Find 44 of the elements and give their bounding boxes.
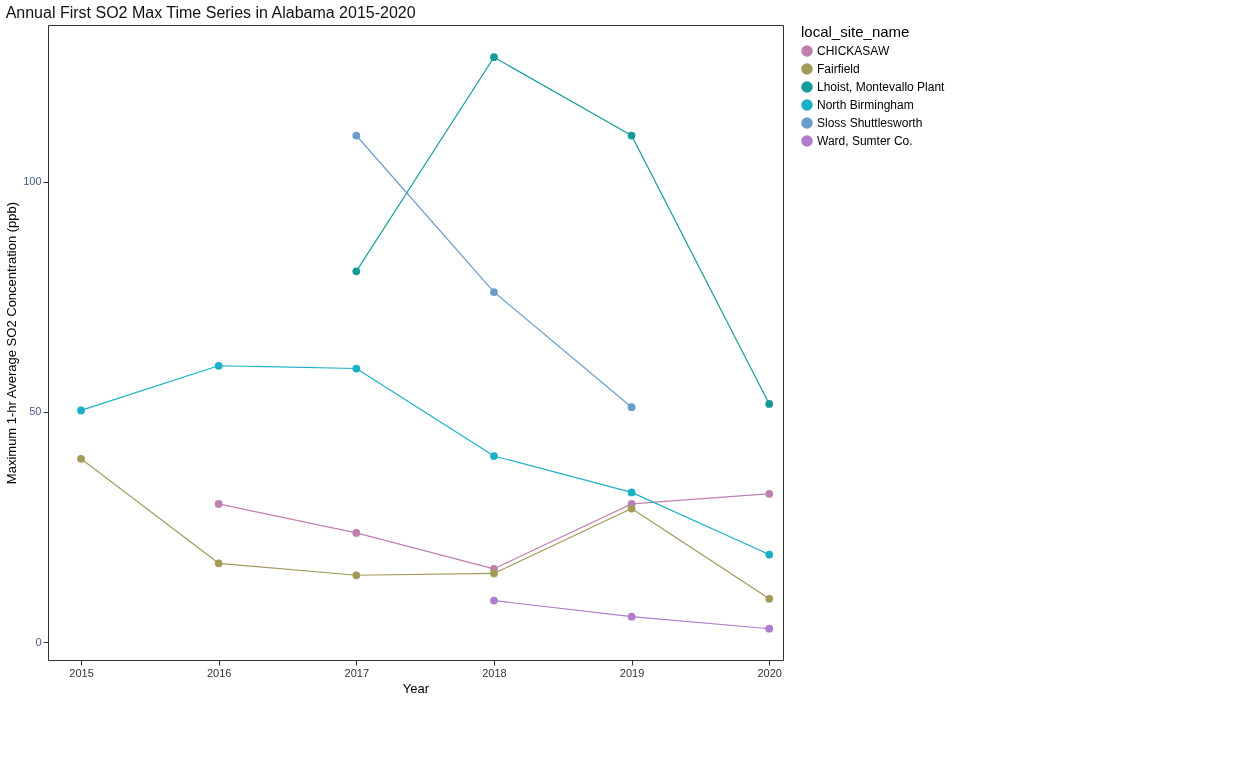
x-tick-label: 2018 — [482, 666, 507, 679]
x-tick-label: 2016 — [206, 666, 232, 679]
legend-label: CHICKASAW — [817, 44, 890, 58]
y-tick-label: 0 — [35, 635, 42, 648]
point — [627, 504, 636, 513]
point — [490, 288, 498, 296]
legend-label: Lhoist, Montevallo Plant — [817, 80, 946, 94]
point — [352, 131, 361, 140]
x-tick-label: 2019 — [619, 666, 645, 679]
y-axis-title: Maximum 1-hr Average SO2 Concentration (ppb) — [4, 201, 20, 485]
point — [627, 131, 636, 140]
point — [352, 571, 361, 580]
y-tick-label: 50 — [29, 405, 42, 418]
x-axis-title: Year — [402, 680, 430, 696]
point — [490, 452, 498, 460]
point — [77, 406, 85, 415]
legend-title: local_site_name — [801, 23, 910, 40]
point — [214, 500, 223, 508]
y-tick-label: 100 — [23, 175, 42, 188]
point — [627, 612, 636, 621]
chart-title: Annual First SO2 Max Time Series in Alabama 2015-2020 — [5, 4, 416, 21]
point — [765, 550, 774, 559]
point — [490, 53, 498, 62]
point — [490, 596, 498, 605]
point — [490, 569, 498, 578]
legend-label: Ward, Sumter Co. — [817, 134, 913, 148]
x-tick-label: 2015 — [69, 666, 94, 679]
legend-label: North Birmingham — [817, 98, 914, 112]
point — [352, 529, 361, 537]
point — [765, 594, 774, 603]
point — [765, 624, 774, 633]
x-tick-label: 2017 — [344, 666, 370, 679]
point — [765, 489, 774, 498]
legend-label: Sloss Shuttlesworth — [817, 116, 923, 130]
point — [352, 364, 361, 373]
point — [214, 559, 223, 568]
point — [77, 454, 85, 463]
point — [627, 488, 636, 497]
point — [214, 361, 223, 370]
x-tick-label: 2020 — [757, 666, 782, 679]
point — [627, 403, 636, 412]
point — [352, 267, 361, 276]
legend-label: Fairfield — [817, 62, 860, 76]
point — [765, 400, 774, 408]
